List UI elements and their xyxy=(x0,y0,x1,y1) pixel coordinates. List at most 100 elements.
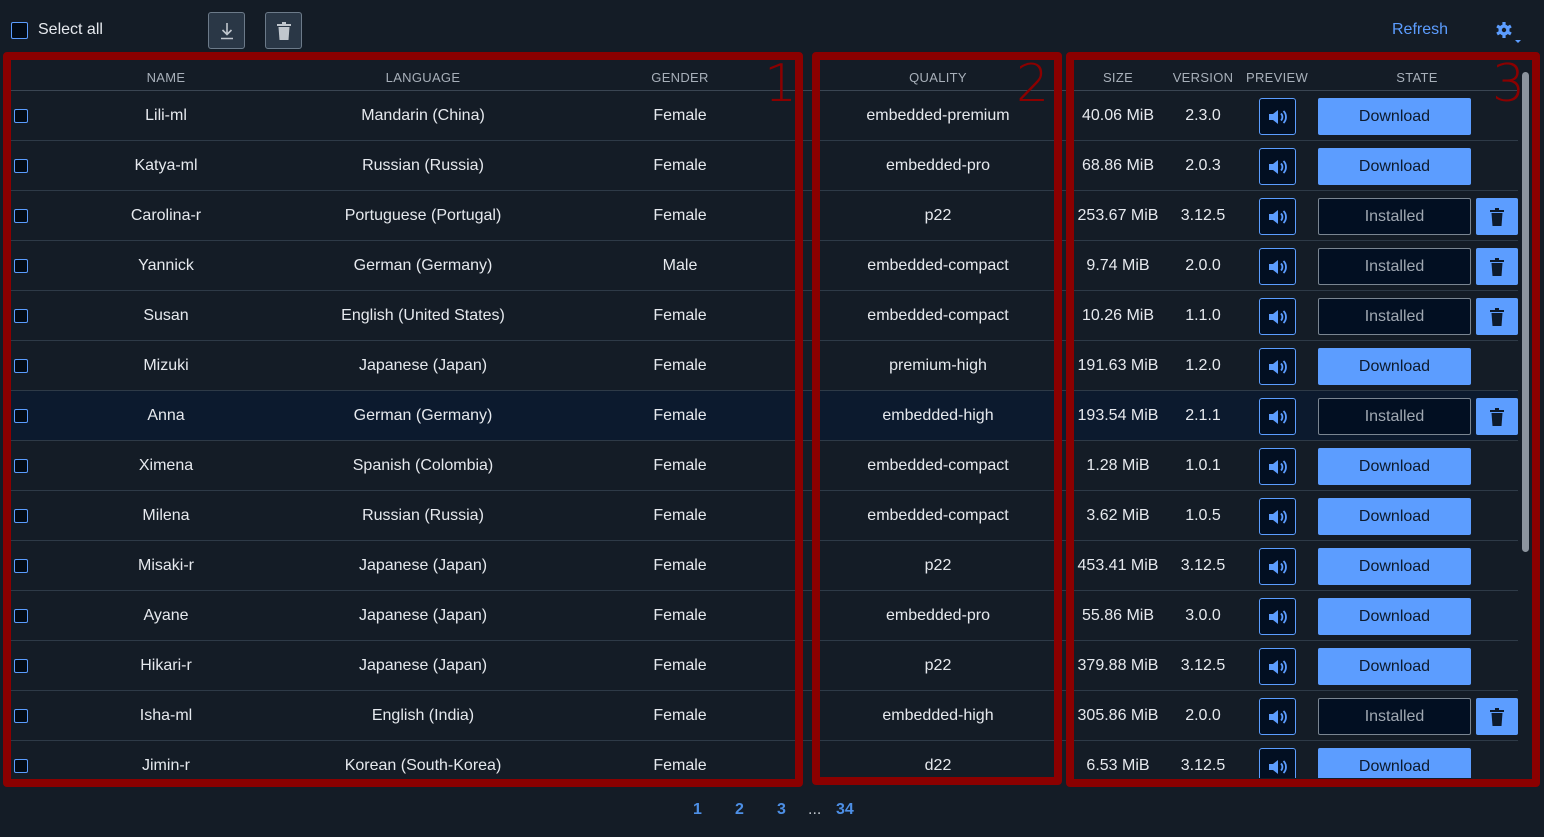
installed-button[interactable]: Installed xyxy=(1318,198,1471,235)
table-row[interactable]: Jimin-r Korean (South-Korea) Female d22 … xyxy=(10,741,1518,778)
table-row[interactable]: Ximena Spanish (Colombia) Female embedde… xyxy=(10,441,1518,491)
voice-name: Misaki-r xyxy=(138,557,194,574)
installed-button[interactable]: Installed xyxy=(1318,248,1471,285)
download-selected-button[interactable] xyxy=(208,12,245,49)
voice-gender: Female xyxy=(653,707,707,724)
refresh-link[interactable]: Refresh xyxy=(1392,21,1449,38)
row-checkbox[interactable] xyxy=(14,559,28,573)
preview-button[interactable] xyxy=(1259,148,1296,185)
table-row[interactable]: Milena Russian (Russia) Female embedded-… xyxy=(10,491,1518,541)
preview-button[interactable] xyxy=(1259,448,1296,485)
voice-language: Japanese (Japan) xyxy=(358,557,488,574)
preview-button[interactable] xyxy=(1259,498,1296,535)
row-checkbox[interactable] xyxy=(14,159,28,173)
voice-version: 1.1.0 xyxy=(1185,307,1221,324)
preview-button[interactable] xyxy=(1259,348,1296,385)
column-header-gender[interactable]: GENDER xyxy=(651,70,709,85)
speaker-icon xyxy=(1268,759,1287,774)
preview-button[interactable] xyxy=(1259,748,1296,778)
preview-button[interactable] xyxy=(1259,198,1296,235)
preview-button[interactable] xyxy=(1259,98,1296,135)
row-checkbox[interactable] xyxy=(14,759,28,773)
trash-icon xyxy=(1490,257,1504,276)
page-2[interactable]: 2 xyxy=(735,801,744,818)
delete-voice-button[interactable] xyxy=(1476,398,1518,435)
select-all-checkbox[interactable] xyxy=(11,22,28,39)
row-checkbox[interactable] xyxy=(14,609,28,623)
table-row[interactable]: Katya-ml Russian (Russia) Female embedde… xyxy=(10,141,1518,191)
preview-button[interactable] xyxy=(1259,598,1296,635)
voice-name: Carolina-r xyxy=(130,207,202,224)
download-button[interactable]: Download xyxy=(1318,648,1471,685)
column-header-quality[interactable]: QUALITY xyxy=(909,70,967,85)
row-checkbox[interactable] xyxy=(14,109,28,123)
download-button[interactable]: Download xyxy=(1318,598,1471,635)
row-checkbox[interactable] xyxy=(14,659,28,673)
preview-button[interactable] xyxy=(1259,548,1296,585)
voice-size: 193.54 MiB xyxy=(1077,407,1159,424)
download-button[interactable]: Download xyxy=(1318,98,1471,135)
download-button[interactable]: Download xyxy=(1318,348,1471,385)
table-row[interactable]: Mizuki Japanese (Japan) Female premium-h… xyxy=(10,341,1518,391)
column-header-name[interactable]: NAME xyxy=(146,70,186,85)
row-checkbox[interactable] xyxy=(14,709,28,723)
table-row[interactable]: Lili-ml Mandarin (China) Female embedded… xyxy=(10,91,1518,141)
voice-size: 9.74 MiB xyxy=(1086,257,1150,274)
preview-button[interactable] xyxy=(1259,648,1296,685)
page-3[interactable]: 3 xyxy=(777,801,786,818)
table-row[interactable]: Hikari-r Japanese (Japan) Female p22 379… xyxy=(10,641,1518,691)
voice-quality: embedded-compact xyxy=(867,307,1009,324)
table-row[interactable]: Anna German (Germany) Female embedded-hi… xyxy=(10,391,1518,441)
speaker-icon xyxy=(1268,259,1287,274)
row-checkbox[interactable] xyxy=(14,459,28,473)
preview-button[interactable] xyxy=(1259,698,1296,735)
download-button[interactable]: Download xyxy=(1318,498,1471,535)
delete-voice-button[interactable] xyxy=(1476,298,1518,335)
download-button[interactable]: Download xyxy=(1318,548,1471,585)
page-last[interactable]: 34 xyxy=(836,801,854,818)
delete-voice-button[interactable] xyxy=(1476,248,1518,285)
row-checkbox[interactable] xyxy=(14,359,28,373)
page-1[interactable]: 1 xyxy=(693,801,702,818)
table-row[interactable]: Isha-ml English (India) Female embedded-… xyxy=(10,691,1518,741)
download-button[interactable]: Download xyxy=(1318,748,1471,778)
row-checkbox[interactable] xyxy=(14,309,28,323)
voice-version: 3.12.5 xyxy=(1180,207,1226,224)
voice-version: 2.3.0 xyxy=(1185,107,1221,124)
row-checkbox[interactable] xyxy=(14,409,28,423)
table-row[interactable]: Susan English (United States) Female emb… xyxy=(10,291,1518,341)
delete-voice-button[interactable] xyxy=(1476,698,1518,735)
installed-button[interactable]: Installed xyxy=(1318,298,1471,335)
voice-gender: Female xyxy=(653,207,707,224)
speaker-icon xyxy=(1268,509,1287,524)
delete-voice-button[interactable] xyxy=(1476,198,1518,235)
row-checkbox[interactable] xyxy=(14,209,28,223)
voice-quality: premium-high xyxy=(889,357,987,374)
preview-button[interactable] xyxy=(1259,248,1296,285)
preview-button[interactable] xyxy=(1259,298,1296,335)
table-row[interactable]: Ayane Japanese (Japan) Female embedded-p… xyxy=(10,591,1518,641)
table-row[interactable]: Yannick German (Germany) Male embedded-c… xyxy=(10,241,1518,291)
voice-size: 253.67 MiB xyxy=(1077,207,1159,224)
preview-button[interactable] xyxy=(1259,398,1296,435)
voice-gender: Female xyxy=(653,307,707,324)
voice-size: 3.62 MiB xyxy=(1086,507,1150,524)
row-checkbox[interactable] xyxy=(14,259,28,273)
scrollbar[interactable] xyxy=(1522,72,1529,552)
download-button[interactable]: Download xyxy=(1318,448,1471,485)
delete-selected-button[interactable] xyxy=(265,12,302,49)
table-row[interactable]: Carolina-r Portuguese (Portugal) Female … xyxy=(10,191,1518,241)
column-header-version[interactable]: VERSION xyxy=(1172,70,1234,85)
installed-button[interactable]: Installed xyxy=(1318,698,1471,735)
row-checkbox[interactable] xyxy=(14,509,28,523)
voice-version: 3.0.0 xyxy=(1185,607,1221,624)
trash-icon xyxy=(1490,307,1504,326)
voice-quality: embedded-high xyxy=(882,707,994,724)
table-row[interactable]: Misaki-r Japanese (Japan) Female p22 453… xyxy=(10,541,1518,591)
installed-button[interactable]: Installed xyxy=(1318,398,1471,435)
column-header-language[interactable]: LANGUAGE xyxy=(385,70,461,85)
settings-menu-button[interactable] xyxy=(1496,21,1522,45)
column-header-size[interactable]: SIZE xyxy=(1102,70,1134,85)
voice-language: German (Germany) xyxy=(353,257,493,274)
download-button[interactable]: Download xyxy=(1318,148,1471,185)
